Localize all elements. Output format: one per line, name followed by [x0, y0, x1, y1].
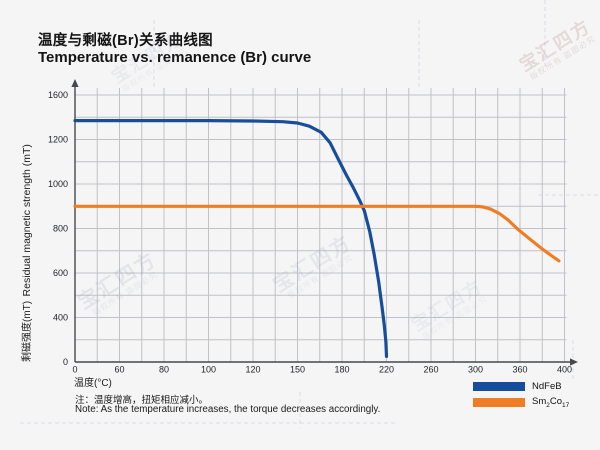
y-tick-label: 1600: [48, 90, 68, 100]
x-axis-title: 温度(°C): [74, 378, 112, 389]
legend-swatch-sm2co17: [473, 397, 525, 407]
y-tick-label: 400: [53, 313, 68, 323]
legend-label-sm2co17: Sm2Co17: [532, 396, 570, 409]
x-tick-label: 260: [423, 365, 438, 375]
x-tick-label: 360: [512, 365, 527, 375]
y-tick-label: 1200: [48, 135, 68, 145]
x-tick-label: 60: [114, 365, 124, 375]
y-tick-label: 800: [53, 224, 68, 234]
x-axis-arrow-icon: [570, 358, 578, 366]
x-tick-label: 220: [379, 365, 394, 375]
y-axis-title: 剩磁强度(mT) Residual magnetic strength (mT): [17, 84, 35, 362]
legend-item-sm2co17: Sm2Co17: [473, 396, 569, 409]
note-zh: 注：温度增高，扭矩相应减小。: [75, 395, 209, 406]
legend-label-ndfeb: NdFeB: [532, 381, 562, 392]
axes-group: [71, 79, 578, 366]
page-title-en: Temperature vs. remanence (Br) curve: [38, 49, 312, 66]
y-tick-label: 0: [63, 357, 68, 367]
legend: NdFeB Sm2Co17: [473, 381, 569, 409]
page-title-zh: 温度与剩磁(Br)关系曲线图: [38, 33, 213, 49]
x-tick-label: 180: [334, 365, 349, 375]
y-axis-arrow-icon: [71, 79, 79, 87]
x-tick-label: 150: [290, 365, 305, 375]
y-axis-title-zh: 剩磁强度(mT): [22, 300, 33, 362]
x-tick-label: 80: [159, 365, 169, 375]
y-axis-title-en: Residual magnetic strength (mT): [21, 144, 33, 297]
x-tick-labels: 0 60 80 100 120 150 180 220 260 300 360 400: [72, 365, 572, 375]
y-tick-label: 600: [53, 268, 68, 278]
x-tick-label: 0: [72, 365, 77, 375]
legend-swatch-ndfeb: [473, 382, 525, 391]
x-tick-label: 400: [557, 365, 572, 375]
y-tick-labels: 1600 1200 1000 800 600 400 0: [48, 90, 68, 367]
x-tick-label: 100: [201, 365, 216, 375]
y-tick-label: 1000: [48, 179, 68, 189]
x-tick-label: 300: [468, 365, 483, 375]
x-tick-label: 120: [245, 365, 260, 375]
grid-group: [74, 88, 567, 362]
curve-sm2co17: [73, 204, 561, 263]
watermark-guides: [20, 0, 600, 428]
legend-item-ndfeb: NdFeB: [473, 381, 569, 392]
curve-ndfeb: [73, 118, 389, 358]
note-en: Note: As the temperature increases, the …: [75, 404, 381, 415]
